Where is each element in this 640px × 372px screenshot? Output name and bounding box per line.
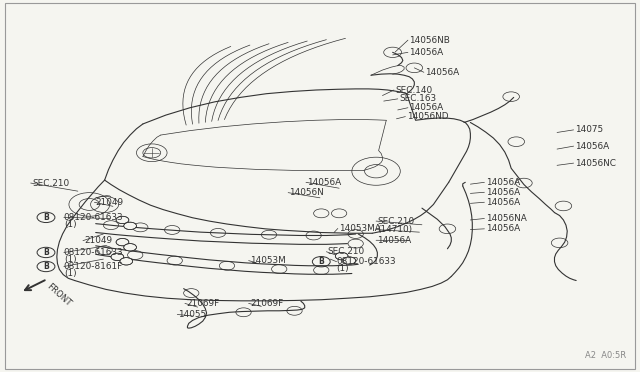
Text: 14056A: 14056A <box>378 236 412 245</box>
Text: B: B <box>318 257 324 266</box>
Text: 14055: 14055 <box>179 310 207 319</box>
Circle shape <box>124 244 136 251</box>
Text: SEC.210: SEC.210 <box>32 179 69 187</box>
Text: 14056N: 14056N <box>289 188 324 197</box>
Text: 14056NB: 14056NB <box>409 36 450 45</box>
Text: B: B <box>43 262 49 271</box>
Text: 14056A: 14056A <box>409 48 444 57</box>
Text: 14056A: 14056A <box>307 178 342 187</box>
Text: 14056A: 14056A <box>486 224 520 233</box>
Circle shape <box>116 216 129 224</box>
Text: SEC.210: SEC.210 <box>378 217 415 225</box>
Circle shape <box>124 222 136 230</box>
Text: 14056NC: 14056NC <box>575 158 616 168</box>
Text: 08120-8161F: 08120-8161F <box>64 262 123 271</box>
Text: 14056A: 14056A <box>409 103 444 112</box>
Text: (1): (1) <box>337 264 349 273</box>
Text: (14710): (14710) <box>378 225 412 234</box>
Text: 21069F: 21069F <box>186 299 220 308</box>
Text: B: B <box>43 248 49 257</box>
Text: 08120-61633: 08120-61633 <box>64 248 124 257</box>
Text: 08120-61633: 08120-61633 <box>337 257 396 266</box>
Circle shape <box>120 258 132 265</box>
Circle shape <box>335 253 348 260</box>
Text: SEC.140: SEC.140 <box>395 86 432 94</box>
Text: A2  A0:5R: A2 A0:5R <box>585 351 626 360</box>
Text: 14056A: 14056A <box>575 142 609 151</box>
Circle shape <box>343 257 356 264</box>
Text: (1): (1) <box>64 269 76 278</box>
Text: 21049: 21049 <box>84 236 113 245</box>
Text: 14056NA: 14056NA <box>486 214 527 223</box>
Text: 14056ND: 14056ND <box>406 112 448 121</box>
Text: 14053M: 14053M <box>250 256 285 265</box>
Text: FRONT: FRONT <box>45 282 73 308</box>
Text: (1): (1) <box>64 255 76 264</box>
Text: B: B <box>43 213 49 222</box>
Circle shape <box>111 253 124 260</box>
Text: (1): (1) <box>64 220 76 229</box>
Text: 14056A: 14056A <box>425 68 460 77</box>
Text: 14075: 14075 <box>575 125 603 134</box>
Text: SEC.163: SEC.163 <box>399 94 436 103</box>
Circle shape <box>116 238 129 246</box>
Text: 14056A: 14056A <box>486 198 520 207</box>
Text: 14053MA: 14053MA <box>339 224 381 233</box>
Text: 21069F: 21069F <box>250 299 283 308</box>
Text: 14056A: 14056A <box>486 188 520 197</box>
Text: 21049: 21049 <box>96 198 124 207</box>
Text: 08120-61633: 08120-61633 <box>64 213 124 222</box>
Text: 14056A: 14056A <box>486 178 520 187</box>
Text: SEC.210: SEC.210 <box>328 247 365 256</box>
